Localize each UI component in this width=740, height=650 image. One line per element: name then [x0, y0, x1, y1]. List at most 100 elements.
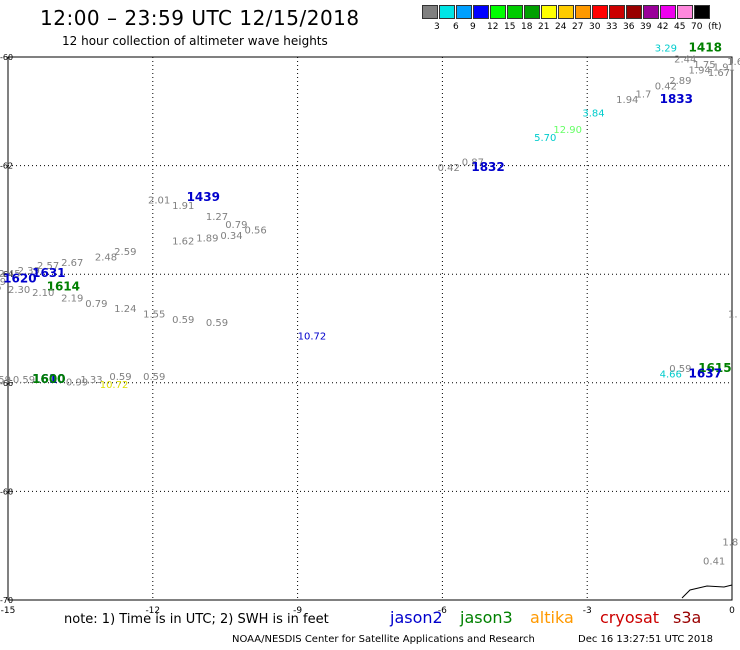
legend-swatch — [677, 5, 693, 19]
wave-height-value: 1.62 — [172, 236, 194, 247]
wave-height-value: 0.59 — [669, 364, 691, 375]
wave-height-value: 2.59 — [114, 247, 136, 258]
pass-time-label: 1610 — [32, 372, 65, 386]
wave-height-value: 2.57 — [37, 261, 59, 272]
legend-swatch — [575, 5, 591, 19]
wave-height-value: 0.56 — [245, 225, 267, 236]
wave-height-value: 1. — [728, 310, 738, 321]
pass-time-label: 1832 — [471, 160, 504, 174]
latitude-tick-label: -68 — [0, 487, 13, 496]
wave-height-value: 0.59 — [143, 372, 165, 383]
wave-height-value: 12.90 — [553, 125, 582, 136]
wave-height-value: 0.42 — [438, 163, 460, 174]
legend-swatch — [643, 5, 659, 19]
legend-swatch — [456, 5, 472, 19]
wave-height-value: 1.24 — [114, 304, 136, 315]
wave-height-value: 1.27 — [206, 212, 228, 223]
wave-height-value: 0.41 — [703, 557, 725, 568]
latitude-tick-label: -66 — [0, 379, 13, 388]
coastline — [681, 584, 733, 599]
legend-swatch — [694, 5, 710, 19]
pass-time-label: 1614 — [47, 279, 80, 293]
map-frame — [7, 56, 733, 601]
wave-height-value: 1.67 — [708, 68, 730, 79]
map-subtitle: 12 hour collection of altimeter wave hei… — [62, 34, 328, 48]
satellite-cryosat: cryosat — [600, 608, 660, 627]
longitude-tick-label: 0 — [729, 606, 735, 616]
legend-label: 33 — [606, 22, 618, 32]
wave-height-value: 2.19 — [61, 293, 83, 304]
wave-height-value: 4.66 — [660, 369, 682, 380]
legend-label: 6 — [453, 22, 459, 32]
wave-height-value: 2.45 — [0, 269, 21, 280]
wave-height-value: 0.99 — [66, 378, 88, 389]
wave-height-value: 3.84 — [582, 109, 604, 120]
legend-swatch — [541, 5, 557, 19]
wave-height-value: 2.30 — [8, 285, 30, 296]
legend-label: 39 — [640, 22, 652, 32]
legend-label: (ft) — [708, 22, 722, 32]
wave-height-value: 2.19 — [0, 277, 6, 288]
satellite-jason3: jason3 — [460, 608, 513, 627]
footer-timestamp: Dec 16 13:27:51 UTC 2018 — [578, 634, 713, 645]
wave-height-value: 1.55 — [143, 310, 165, 321]
wave-height-value: 1.33 — [80, 375, 102, 386]
map-title: 12:00 – 23:59 UTC 12/15/2018 — [40, 6, 360, 30]
wave-height-value: 2.44 — [674, 54, 696, 65]
wave-height-value: 0.59 — [109, 372, 131, 383]
longitude-tick-label: -9 — [293, 606, 302, 616]
legend-label: 9 — [470, 22, 476, 32]
wave-height-value: 2.48 — [95, 253, 117, 264]
wave-height-value: 1.91 — [172, 201, 194, 212]
longitude-tick-label: -12 — [145, 606, 160, 616]
latitude-tick-label: -62 — [0, 162, 13, 171]
legend-label: 12 — [487, 22, 499, 32]
latitude-tick-label: -64 — [0, 270, 13, 279]
legend-label: 30 — [589, 22, 601, 32]
legend-label: 70 — [691, 22, 703, 32]
pass-time-label: 1439 — [187, 190, 220, 204]
pass-time-label: 1833 — [660, 92, 693, 106]
legend-swatch — [507, 5, 523, 19]
wave-height-value: 3.29 — [655, 44, 677, 55]
wave-height-value: 0.59 — [172, 315, 194, 326]
wave-height-value: 0.59 — [0, 375, 11, 386]
wave-height-value: 10.72 — [100, 380, 129, 391]
legend-label: 24 — [555, 22, 567, 32]
wave-height-value: 0.42 — [655, 82, 677, 93]
legend-label: 27 — [572, 22, 584, 32]
wave-height-value: 10.72 — [298, 331, 327, 342]
legend-label: 18 — [521, 22, 533, 32]
wave-height-value: 1.7 — [635, 90, 651, 101]
legend-swatch — [626, 5, 642, 19]
pass-time-label: 1620 — [3, 271, 36, 285]
wave-height-value: 1.8 — [722, 538, 738, 549]
wave-height-value: 2.26 — [0, 282, 1, 293]
satellite-jason2: jason2 — [390, 608, 443, 627]
wave-height-value: 0.59 — [13, 375, 35, 386]
wave-height-value: 2.67 — [61, 258, 83, 269]
latitude-tick-label: -70 — [0, 596, 13, 605]
footer-credit: NOAA/NESDIS Center for Satellite Applica… — [232, 634, 535, 645]
note-text: note: 1) Time is in UTC; 2) SWH is in fe… — [64, 612, 329, 627]
legend-swatch — [558, 5, 574, 19]
wave-height-value: 1.91 — [713, 63, 735, 74]
legend-label: 15 — [504, 22, 516, 32]
legend-swatch — [592, 5, 608, 19]
legend-label: 21 — [538, 22, 550, 32]
wave-height-value: 0.34 — [220, 231, 242, 242]
legend-swatch — [609, 5, 625, 19]
satellite-s3a: s3a — [673, 608, 702, 627]
legend-label: 42 — [657, 22, 669, 32]
wave-height-value: 0.59 — [206, 318, 228, 329]
wave-height-value: 0.87 — [462, 158, 484, 169]
pass-time-label: 1418 — [689, 41, 722, 55]
latitude-tick-label: -60 — [0, 53, 13, 62]
wave-height-value: 1.75 — [693, 60, 715, 71]
wave-height-value: 1.89 — [196, 234, 218, 245]
legend-swatch — [422, 5, 438, 19]
wave-height-value: 2.89 — [669, 76, 691, 87]
wave-height-value: 1.94 — [616, 95, 638, 106]
longitude-tick-label: -15 — [1, 606, 16, 616]
satellite-altika: altika — [530, 608, 574, 627]
